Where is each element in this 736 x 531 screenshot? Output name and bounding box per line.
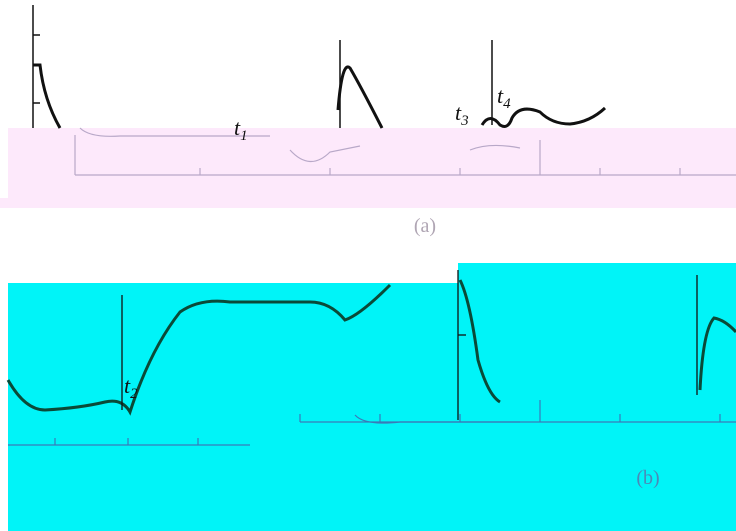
time-label: t1 [234,115,248,144]
time-label: t2 [124,373,138,402]
glitch-band [0,128,736,208]
label-sub: 1 [240,128,248,144]
time-label: t3 [455,100,469,129]
label-sub: 2 [130,386,138,402]
panel-b-traces [6,279,736,416]
caption: (a) [414,215,436,237]
label-main: t [234,115,241,140]
panel-a-traces [32,5,607,129]
label-main: t [124,373,131,398]
glitch-notch [0,128,8,198]
label-main: t [455,100,462,125]
panel-b-axes [8,400,736,446]
time-label: t4 [497,83,511,112]
panel-b-markers [121,270,698,420]
label-main: t [497,83,504,108]
label-sub: 4 [503,96,511,112]
panel-a-axis [74,127,736,176]
cyan-block [458,263,736,283]
cyan-band [8,283,736,531]
caption: (b) [636,467,659,489]
label-sub: 3 [460,113,469,129]
